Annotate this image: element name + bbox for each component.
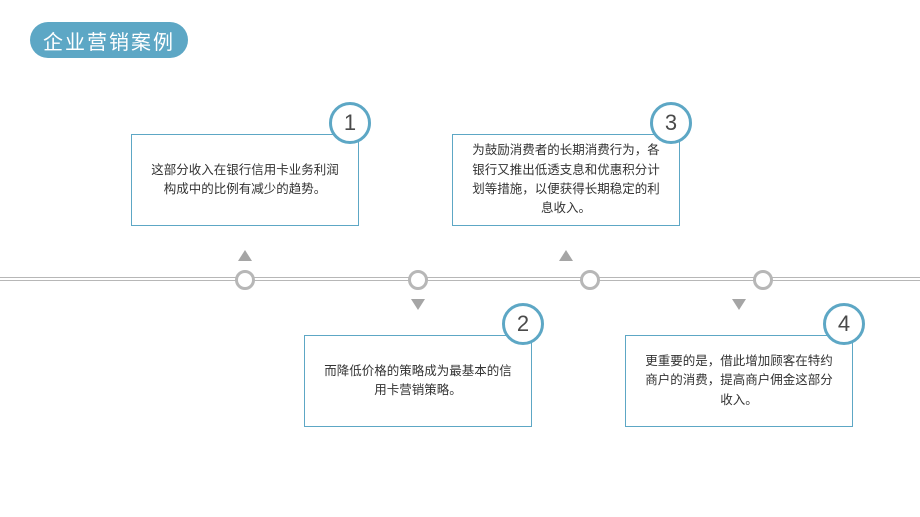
card-number: 1 bbox=[344, 110, 356, 136]
arrow-down-icon bbox=[411, 299, 425, 310]
card-number: 4 bbox=[838, 311, 850, 337]
timeline-card: 为鼓励消费者的长期消费行为，各银行又推出低透支息和优惠积分计划等措施，以便获得长… bbox=[452, 134, 680, 226]
timeline-node bbox=[580, 270, 600, 290]
card-number: 2 bbox=[517, 311, 529, 337]
card-text: 为鼓励消费者的长期消费行为，各银行又推出低透支息和优惠积分计划等措施，以便获得长… bbox=[467, 141, 665, 219]
card-number-badge: 1 bbox=[329, 102, 371, 144]
timeline-card: 而降低价格的策略成为最基本的信用卡营销策略。 bbox=[304, 335, 532, 427]
card-number-badge: 3 bbox=[650, 102, 692, 144]
arrow-down-icon bbox=[732, 299, 746, 310]
title-pill: 企业营销案例 bbox=[30, 22, 188, 58]
arrow-up-icon bbox=[238, 250, 252, 261]
timeline-node bbox=[408, 270, 428, 290]
timeline-card: 这部分收入在银行信用卡业务利润构成中的比例有减少的趋势。 bbox=[131, 134, 359, 226]
title-text: 企业营销案例 bbox=[43, 26, 175, 55]
card-text: 这部分收入在银行信用卡业务利润构成中的比例有减少的趋势。 bbox=[150, 161, 340, 200]
card-number-badge: 4 bbox=[823, 303, 865, 345]
card-number-badge: 2 bbox=[502, 303, 544, 345]
card-number: 3 bbox=[665, 110, 677, 136]
card-text: 更重要的是，借此增加顾客在特约商户的消费，提高商户佣金这部分收入。 bbox=[644, 352, 834, 410]
card-text: 而降低价格的策略成为最基本的信用卡营销策略。 bbox=[323, 362, 513, 401]
timeline-line bbox=[0, 277, 920, 281]
timeline-card: 更重要的是，借此增加顾客在特约商户的消费，提高商户佣金这部分收入。 bbox=[625, 335, 853, 427]
arrow-up-icon bbox=[559, 250, 573, 261]
timeline-node bbox=[235, 270, 255, 290]
timeline-node bbox=[753, 270, 773, 290]
